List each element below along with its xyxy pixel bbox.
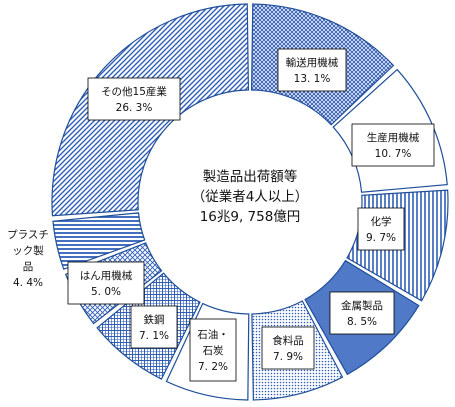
- slice-label-box: [261, 326, 315, 370]
- slice-label-value: 10. 7%: [375, 148, 412, 160]
- center-title-line-2: （従業者4人以上）: [192, 189, 309, 205]
- slice-label-value: 9. 7%: [366, 232, 396, 244]
- slice-label-7: はん用機械 5. 0%: [67, 261, 145, 305]
- slice-label-2: 化学 9. 7%: [357, 207, 405, 251]
- slice-label-value: 7. 9%: [273, 351, 303, 363]
- slice-label-name: 石炭: [203, 345, 224, 357]
- slice-label-box: [130, 305, 178, 349]
- slice-label-box: [357, 207, 405, 251]
- slice-label-name: 金属製品: [341, 299, 383, 312]
- center-title-line-1: 製造品出荷額等: [203, 168, 298, 185]
- slice-label-name: その他15産業: [101, 85, 167, 98]
- slice-label-value: 5. 0%: [91, 286, 121, 298]
- slice-label-name: プラスチ: [7, 229, 49, 241]
- slice-label-0: 輸送用機械 13. 1%: [277, 48, 347, 92]
- slice-label-name: 石油・: [197, 328, 229, 341]
- slice-label-4: 食料品 7. 9%: [261, 326, 315, 370]
- slice-label-value: 26. 3%: [116, 102, 153, 114]
- slice-label-box: [351, 123, 435, 167]
- center-title: 製造品出荷額等 （従業者4人以上） 16兆9, 758億円: [192, 168, 309, 225]
- slice-label-name: 生産用機械: [367, 131, 420, 144]
- slice-label-name: 輸送用機械: [286, 56, 339, 69]
- slice-label-6: 鉄鋼 7. 1%: [130, 305, 178, 349]
- center-title-line-3: 16兆9, 758億円: [200, 209, 301, 225]
- slice-label-box: [87, 77, 181, 121]
- slice-label-1: 生産用機械 10. 7%: [351, 123, 435, 167]
- slice-labels: 輸送用機械 13. 1% 生産用機械 10. 7% 化学 9. 7% 金属製品 8. 5% 食料…: [7, 48, 435, 382]
- slice-label-name: 化学: [371, 215, 392, 228]
- slice-label-box: [277, 48, 347, 92]
- slice-label-value: 4. 4%: [13, 277, 43, 289]
- slice-label-value: 7. 2%: [198, 361, 228, 373]
- slice-label-name: 鉄鋼: [144, 313, 165, 326]
- slice-8: [52, 212, 146, 270]
- slice-label-name: 品: [23, 261, 34, 273]
- slice-label-box: [67, 261, 145, 305]
- slice-label-value: 13. 1%: [294, 73, 331, 85]
- slice-label-name: ック製: [12, 244, 44, 257]
- slice-label-3: 金属製品 8. 5%: [329, 291, 395, 335]
- slice-label-box: [329, 291, 395, 335]
- slice-label-name: 食料品: [272, 334, 304, 347]
- slice-label-5: 石油・石炭 7. 2%: [189, 318, 237, 382]
- slice-label-name: はん用機械: [80, 269, 133, 282]
- slice-label-box: [189, 318, 237, 382]
- slice-label-9: その他15産業 26. 3%: [87, 77, 181, 121]
- slice-label-value: 7. 1%: [139, 330, 169, 342]
- slice-label-value: 8. 5%: [347, 316, 377, 328]
